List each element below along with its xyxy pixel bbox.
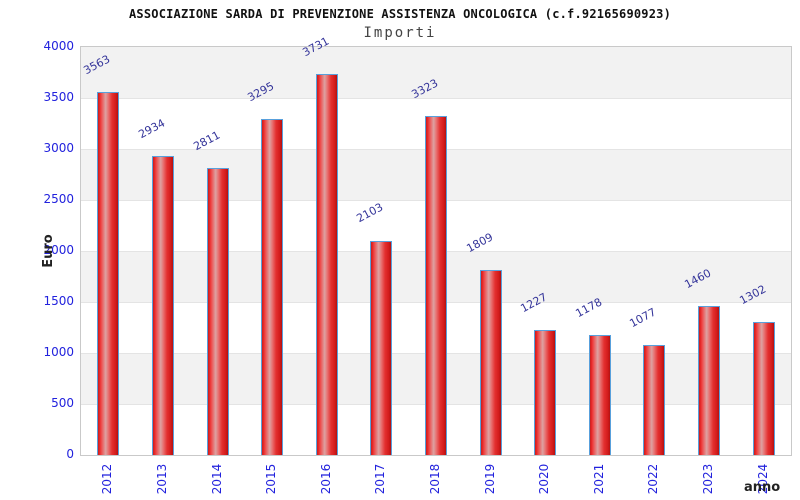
chart-subtitle: Importi — [363, 25, 437, 41]
y-tick-label: 1000 — [43, 345, 74, 359]
y-tick-label: 2500 — [43, 192, 74, 206]
bar — [534, 329, 557, 455]
x-tick-label: 2019 — [482, 463, 497, 495]
bar — [370, 240, 393, 455]
x-tick-label: 2017 — [373, 463, 388, 495]
y-tick-label: 3000 — [43, 141, 74, 155]
x-tick-label: 2013 — [154, 463, 169, 495]
bar — [206, 168, 229, 455]
x-tick-label: 2023 — [701, 463, 716, 495]
y-tick-label: 0 — [66, 447, 74, 461]
x-tick-label: 2021 — [591, 463, 606, 495]
bar — [643, 345, 666, 455]
x-tick-label: 2015 — [264, 463, 279, 495]
y-axis-label: Euro — [41, 234, 56, 268]
grid-band — [81, 47, 791, 98]
bar — [261, 118, 284, 455]
bar — [151, 155, 174, 455]
y-tick-label: 3500 — [43, 90, 74, 104]
x-tick-label: 2016 — [318, 463, 333, 495]
chart-title: ASSOCIAZIONE SARDA DI PREVENZIONE ASSIST… — [129, 7, 671, 21]
x-tick-label: 2020 — [537, 463, 552, 495]
bar — [425, 116, 447, 455]
bar — [588, 334, 611, 455]
x-tick-label: 2014 — [209, 463, 224, 495]
bar — [315, 74, 338, 455]
bar — [752, 322, 775, 455]
x-tick-label: 2012 — [100, 463, 115, 495]
y-tick-label: 500 — [51, 396, 74, 410]
y-tick-label: 4000 — [43, 39, 74, 53]
x-axis-label: anno — [744, 480, 781, 495]
bar — [479, 270, 502, 455]
x-tick-label: 2022 — [646, 463, 661, 495]
plot-area — [80, 46, 792, 456]
y-tick-label: 1500 — [43, 294, 74, 308]
x-tick-label: 2018 — [428, 463, 442, 495]
bar — [97, 91, 120, 455]
y-tick-label: 2000 — [43, 243, 74, 257]
bar — [698, 306, 721, 455]
